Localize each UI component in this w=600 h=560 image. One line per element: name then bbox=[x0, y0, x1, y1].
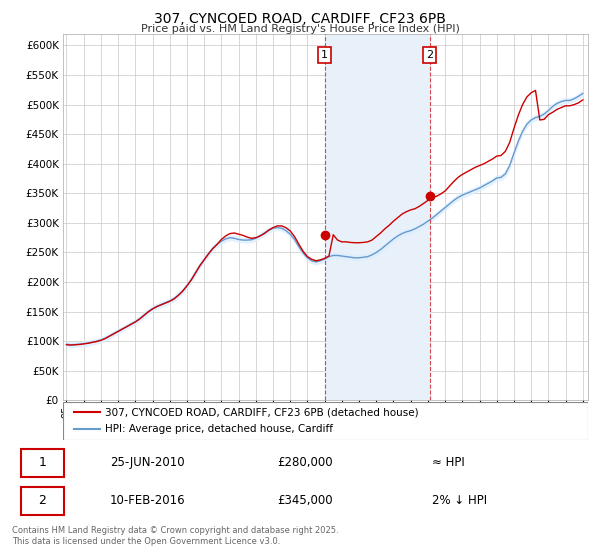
Text: 1: 1 bbox=[321, 50, 328, 60]
Text: HPI: Average price, detached house, Cardiff: HPI: Average price, detached house, Card… bbox=[105, 424, 333, 434]
FancyBboxPatch shape bbox=[20, 449, 64, 477]
Text: Price paid vs. HM Land Registry's House Price Index (HPI): Price paid vs. HM Land Registry's House … bbox=[140, 24, 460, 34]
Text: 25-JUN-2010: 25-JUN-2010 bbox=[110, 456, 185, 469]
Text: Contains HM Land Registry data © Crown copyright and database right 2025.
This d: Contains HM Land Registry data © Crown c… bbox=[12, 526, 338, 546]
Text: 2% ↓ HPI: 2% ↓ HPI bbox=[433, 494, 488, 507]
FancyBboxPatch shape bbox=[63, 402, 588, 440]
Text: ≈ HPI: ≈ HPI bbox=[433, 456, 465, 469]
Bar bbox=[325, 34, 430, 400]
Text: 2: 2 bbox=[38, 494, 46, 507]
Text: 2: 2 bbox=[426, 50, 433, 60]
Text: 1: 1 bbox=[38, 456, 46, 469]
Text: 307, CYNCOED ROAD, CARDIFF, CF23 6PB: 307, CYNCOED ROAD, CARDIFF, CF23 6PB bbox=[154, 12, 446, 26]
Text: £280,000: £280,000 bbox=[277, 456, 332, 469]
Text: £345,000: £345,000 bbox=[277, 494, 332, 507]
Text: 307, CYNCOED ROAD, CARDIFF, CF23 6PB (detached house): 307, CYNCOED ROAD, CARDIFF, CF23 6PB (de… bbox=[105, 407, 419, 417]
Text: 10-FEB-2016: 10-FEB-2016 bbox=[110, 494, 185, 507]
FancyBboxPatch shape bbox=[20, 487, 64, 515]
